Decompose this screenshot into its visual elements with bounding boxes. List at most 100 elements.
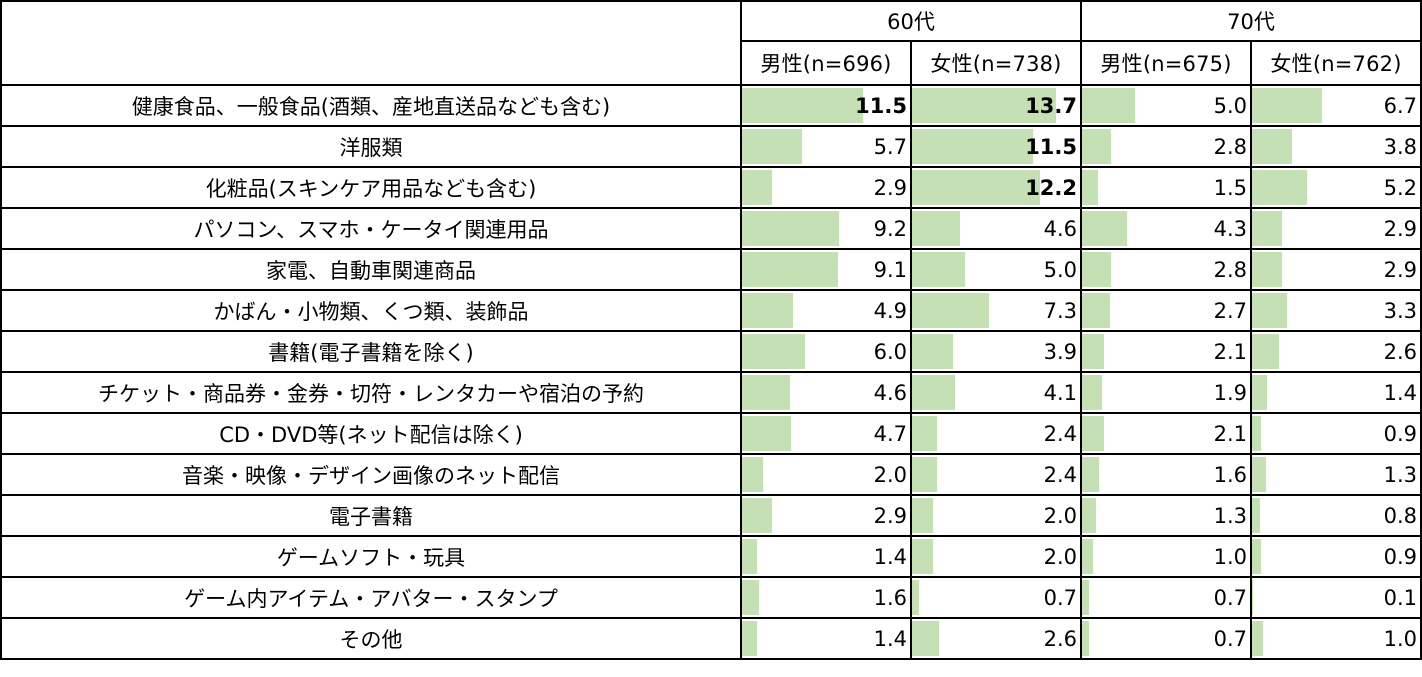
value-bar — [742, 88, 863, 123]
value-bar — [1252, 211, 1283, 246]
value-bar — [912, 498, 933, 533]
data-cell: 2.0 — [740, 453, 912, 496]
header-row-series: 男性(n=696) 女性(n=738) 男性(n=675) 女性(n=762) — [1, 40, 1422, 86]
value-label: 1.4 — [1383, 380, 1418, 405]
data-cell: 7.3 — [909, 289, 1083, 332]
data-cell: 11.5 — [740, 84, 912, 127]
value-label: 4.6 — [1043, 216, 1078, 241]
value-label: 13.7 — [1025, 93, 1078, 118]
value-label: 5.0 — [1043, 257, 1078, 282]
value-bar — [912, 88, 1056, 123]
value-label: 1.5 — [1213, 175, 1248, 200]
value-bar — [742, 293, 794, 328]
value-bar — [1252, 252, 1283, 287]
value-bar — [1252, 334, 1280, 369]
value-label: 0.8 — [1383, 503, 1418, 528]
value-label: 1.4 — [873, 544, 907, 569]
value-label: 9.1 — [873, 257, 907, 282]
category-label: 健康食品、一般食品(酒類、産地直送品なども含む) — [0, 84, 742, 127]
value-bar — [1082, 580, 1090, 615]
table-row: パソコン、スマホ・ケータイ関連用品 9.2 4.6 4.3 2.9 — [0, 207, 1422, 250]
value-bar — [912, 580, 920, 615]
data-cell: 0.7 — [1080, 617, 1253, 660]
table-row: 化粧品(スキンケア用品なども含む) 2.9 12.2 1.5 5.2 — [0, 166, 1422, 209]
data-cell: 4.9 — [740, 289, 912, 332]
category-label: 家電、自動車関連商品 — [0, 248, 742, 291]
data-cell: 6.7 — [1250, 84, 1422, 127]
value-bar — [1252, 457, 1266, 492]
category-label: 書籍(電子書籍を除く) — [0, 330, 742, 373]
table-row: 洋服類 5.7 11.5 2.8 3.8 — [0, 125, 1422, 168]
data-cell: 12.2 — [909, 166, 1083, 209]
data-cell: 2.0 — [909, 535, 1083, 578]
value-label: 5.2 — [1383, 175, 1418, 200]
value-label: 2.8 — [1213, 134, 1248, 159]
value-label: 1.0 — [1213, 544, 1248, 569]
value-label: 0.9 — [1383, 544, 1418, 569]
data-cell: 11.5 — [909, 125, 1083, 168]
value-bar — [912, 457, 938, 492]
value-label: 4.6 — [873, 380, 907, 405]
data-cell: 4.3 — [1080, 207, 1253, 250]
value-label: 1.9 — [1213, 380, 1248, 405]
data-cell: 4.1 — [909, 371, 1083, 414]
value-bar — [1252, 375, 1267, 410]
value-label: 4.7 — [873, 421, 907, 446]
data-cell: 6.0 — [740, 330, 912, 373]
data-cell: 5.2 — [1250, 166, 1422, 209]
data-cell: 2.8 — [1080, 125, 1253, 168]
value-bar — [912, 416, 938, 451]
value-bar — [1082, 88, 1135, 123]
series-header-70s-male: 男性(n=675) — [1080, 40, 1253, 86]
value-bar — [742, 580, 759, 615]
data-cell: 2.7 — [1080, 289, 1253, 332]
value-bar — [1252, 498, 1261, 533]
data-cell: 4.7 — [740, 412, 912, 455]
data-cell: 2.1 — [1080, 412, 1253, 455]
data-cell: 2.9 — [1250, 207, 1422, 250]
value-bar — [742, 375, 791, 410]
series-header-60s-male: 男性(n=696) — [740, 40, 912, 86]
value-label: 3.8 — [1383, 134, 1418, 159]
value-label: 2.9 — [873, 503, 907, 528]
value-bar — [912, 539, 933, 574]
value-bar — [1252, 580, 1254, 615]
value-label: 3.3 — [1383, 298, 1418, 323]
value-bar — [912, 252, 965, 287]
value-bar — [1082, 498, 1096, 533]
data-cell: 2.9 — [1250, 248, 1422, 291]
value-bar — [1082, 293, 1111, 328]
value-label: 1.6 — [1213, 462, 1248, 487]
value-bar — [1082, 211, 1128, 246]
table-row: その他 1.4 2.6 0.7 1.0 — [0, 617, 1422, 660]
table-row: 音楽・映像・デザイン画像のネット配信 2.0 2.4 1.6 1.3 — [0, 453, 1422, 496]
data-cell: 2.9 — [740, 494, 912, 537]
value-label: 1.6 — [873, 585, 907, 610]
value-label: 11.5 — [855, 93, 907, 118]
data-cell: 0.9 — [1250, 412, 1422, 455]
table-row: ゲームソフト・玩具 1.4 2.0 1.0 0.9 — [0, 535, 1422, 578]
value-bar — [742, 334, 805, 369]
value-label: 2.1 — [1213, 421, 1248, 446]
value-label: 2.6 — [1043, 626, 1078, 651]
value-bar — [912, 375, 956, 410]
table-body: 健康食品、一般食品(酒類、産地直送品なども含む) 11.5 13.7 5.0 6.7 洋服… — [0, 84, 1422, 660]
value-bar — [1252, 416, 1262, 451]
value-bar — [1082, 375, 1102, 410]
data-cell: 4.6 — [909, 207, 1083, 250]
header-row-groups: 60代 70代 — [0, 0, 1422, 86]
value-bar — [1082, 416, 1105, 451]
data-cell: 1.4 — [740, 535, 912, 578]
value-bar — [1252, 539, 1262, 574]
value-bar — [912, 334, 953, 369]
data-cell: 1.6 — [1080, 453, 1253, 496]
value-label: 1.4 — [873, 626, 907, 651]
value-bar — [912, 293, 989, 328]
table-row: 電子書籍 2.9 2.0 1.3 0.8 — [0, 494, 1422, 537]
data-cell: 4.6 — [740, 371, 912, 414]
value-bar — [912, 170, 1041, 205]
value-label: 2.9 — [1383, 257, 1418, 282]
value-label: 12.2 — [1025, 175, 1078, 200]
value-label: 1.3 — [1383, 462, 1418, 487]
value-label: 3.9 — [1043, 339, 1078, 364]
